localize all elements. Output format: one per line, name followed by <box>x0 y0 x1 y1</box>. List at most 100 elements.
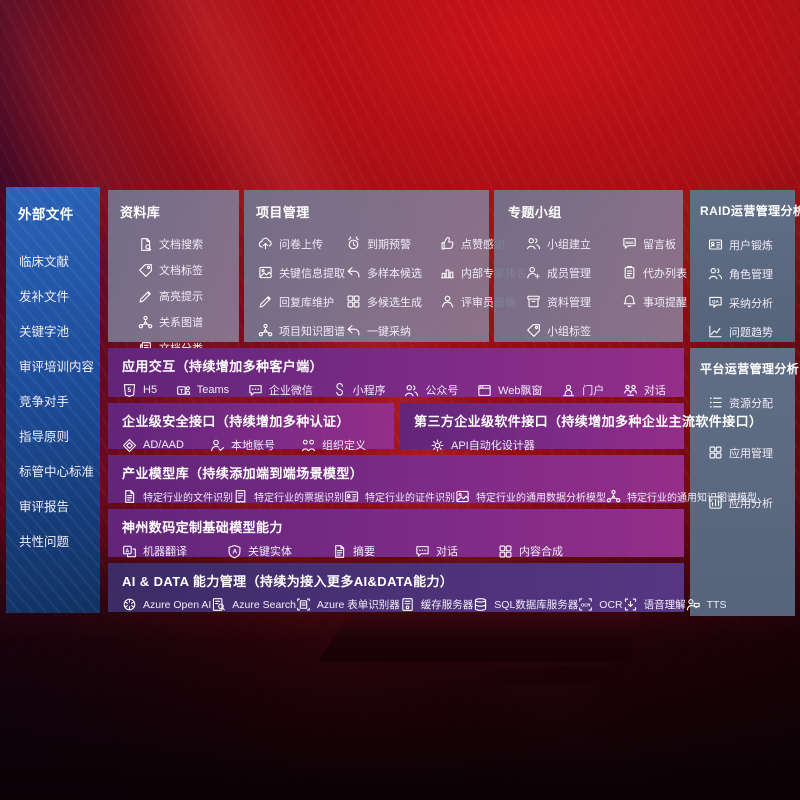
item-ocr[interactable]: OCR OCR <box>578 597 623 612</box>
row-thirdparty-interface: 第三方企业级软件接口（持续增加多种企业主流软件接口） API自动化设计器 <box>400 403 763 452</box>
item-dialog[interactable]: 对话 <box>623 382 666 398</box>
org-icon <box>301 438 316 453</box>
item-tag[interactable]: 文档标签 <box>138 257 233 283</box>
item-org[interactable]: 组织定义 <box>301 437 366 453</box>
svg-text:5: 5 <box>128 387 132 394</box>
item-label: 资料管理 <box>547 296 591 309</box>
clipboard-icon <box>622 265 637 280</box>
item-clipboard[interactable]: 代办列表 <box>622 258 687 287</box>
item-reply[interactable]: 多样本候选 <box>346 258 438 287</box>
sidebar-item[interactable]: 审评培训内容 <box>6 348 100 383</box>
item-chat-qa[interactable]: QA 采纳分析 <box>708 288 791 317</box>
item-server[interactable]: 缓存服务器 <box>400 597 473 612</box>
people-icon <box>708 266 723 281</box>
item-chat[interactable]: 企业微信 <box>248 382 313 398</box>
user-check-icon <box>210 438 225 453</box>
sidebar-item-list: 临床文献发补文件关键字池 审评培训内容 竞争对手指导原则标管中心标准 审评报告 共性问题 <box>6 243 100 558</box>
item-pen[interactable]: 回复库维护 <box>258 287 344 316</box>
item-doc-search[interactable]: 文档搜索 <box>138 231 233 257</box>
search-doc-icon <box>211 597 226 612</box>
item-image[interactable]: 特定行业的通用数据分析模型 <box>455 489 606 504</box>
item-label: 企业微信 <box>268 385 313 397</box>
item-portal[interactable]: 门户 <box>561 382 604 398</box>
laptop-screen-glow <box>352 666 626 684</box>
panel-raid-analysis: RAID运营管理分析 用户锻炼 角色管理 QA 采纳分析 问题趋势 <box>690 190 800 342</box>
item-label: 发补文件 <box>19 290 70 304</box>
item-people[interactable]: 公众号 <box>404 382 458 398</box>
item-archive[interactable]: 资料管理 <box>526 287 622 316</box>
svg-text:T: T <box>180 388 184 394</box>
sidebar-item[interactable]: 竞争对手 <box>6 383 100 418</box>
item-person-plus[interactable]: 成员管理 <box>526 258 622 287</box>
item-label: 小组标签 <box>547 325 591 338</box>
sidebar-item[interactable]: 关键字池 <box>6 313 100 348</box>
item-label: 指导原则 <box>19 430 70 444</box>
platform-item-list: 资源分配 应用管理 应用分析 <box>708 395 791 545</box>
item-network[interactable]: 关系图谱 <box>138 309 233 335</box>
item-chart[interactable]: 问题趋势 <box>708 317 791 346</box>
item-chat-bbs[interactable]: BBS 留言板 <box>622 229 687 258</box>
item-label: 用户锻炼 <box>729 239 773 252</box>
item-tts[interactable]: TTS <box>686 597 726 612</box>
item-openai[interactable]: Azure Open AI <box>122 597 211 612</box>
item-list[interactable]: 资源分配 <box>708 395 791 445</box>
sidebar-item[interactable]: 指导原则 <box>6 418 100 453</box>
item-window[interactable]: Web飘窗 <box>477 382 542 398</box>
sidebar-item[interactable]: 临床文献 <box>6 243 100 278</box>
sidebar-item[interactable]: 标管中心标准 <box>6 453 100 488</box>
item-form-scan[interactable]: Azure 表单识别器 <box>296 597 400 612</box>
item-label: 到期预警 <box>367 238 411 251</box>
item-cloud-upload[interactable]: 问卷上传 <box>258 229 344 258</box>
row-title: 第三方企业级软件接口（持续增加多种企业主流软件接口） <box>414 414 763 429</box>
row-security-interface: 企业级安全接口（持续增加多种认证） AD/AAD 本地账号 组织定义 <box>108 403 394 452</box>
item-label: 临床文献 <box>19 255 70 269</box>
item-label: API自动化设计器 <box>451 440 535 452</box>
translate-icon: A <box>122 544 137 559</box>
pen-icon <box>138 289 153 304</box>
item-image[interactable]: 关键信息提取 <box>258 258 345 287</box>
item-reply[interactable]: 一键采纳 <box>346 316 438 345</box>
network-icon <box>258 323 273 338</box>
shenzhou-item-list: A 机器翻译 A 关键实体 摘要 对话 内容合成 <box>122 543 670 559</box>
item-h5[interactable]: 5 H5 <box>122 383 157 398</box>
item-people[interactable]: 小组建立 <box>526 229 622 258</box>
item-grid[interactable]: 多候选生成 <box>346 287 438 316</box>
item-voice[interactable]: 语音理解 <box>623 597 686 612</box>
network-icon <box>606 489 621 504</box>
grid-icon <box>708 445 723 460</box>
chat-bbs-icon: BBS <box>622 236 637 251</box>
item-tag[interactable]: 小组标签 <box>526 316 622 345</box>
item-gear[interactable]: API自动化设计器 <box>430 437 535 453</box>
item-idcard[interactable]: 用户锻炼 <box>708 230 791 259</box>
grid-icon <box>498 544 513 559</box>
item-pen[interactable]: 高亮提示 <box>138 283 233 309</box>
item-miniprogram[interactable]: 小程序 <box>332 382 386 398</box>
sidebar-item[interactable]: 审评报告 <box>6 488 100 523</box>
list-icon <box>708 395 723 410</box>
item-teams[interactable]: T Teams <box>176 383 229 398</box>
form-scan-icon <box>296 597 311 612</box>
sidebar-item[interactable]: 共性问题 <box>6 523 100 558</box>
sidebar-item[interactable]: 发补文件 <box>6 278 100 313</box>
item-chat[interactable]: 对话 <box>415 543 458 559</box>
item-bell[interactable]: 事项提醒 <box>622 287 687 316</box>
item-label: 多候选生成 <box>367 296 422 309</box>
item-idcard[interactable]: 特定行业的证件识别 <box>344 489 455 504</box>
item-alarm[interactable]: 到期预警 <box>346 229 438 258</box>
item-doc[interactable]: 特定行业的文件识别 <box>122 489 233 504</box>
item-user-check[interactable]: 本地账号 <box>210 437 275 453</box>
item-chart-box[interactable]: 应用分析 <box>708 495 791 545</box>
item-shield-a[interactable]: A 关键实体 <box>227 543 292 559</box>
item-grid[interactable]: 内容合成 <box>498 543 563 559</box>
item-network[interactable]: 特定行业的通用知识图谱模型 <box>606 489 757 504</box>
item-db[interactable]: SQL数据库服务器 <box>473 597 578 612</box>
item-search-doc[interactable]: Azure Search <box>211 597 296 612</box>
item-translate[interactable]: A 机器翻译 <box>122 543 187 559</box>
item-grid[interactable]: 应用管理 <box>708 445 791 495</box>
item-ad[interactable]: AD/AAD <box>122 438 184 453</box>
item-doc[interactable]: 摘要 <box>332 543 375 559</box>
item-receipt[interactable]: 特定行业的票据识别 <box>233 489 344 504</box>
item-people[interactable]: 角色管理 <box>708 259 791 288</box>
item-network[interactable]: 项目知识图谱 <box>258 316 345 345</box>
